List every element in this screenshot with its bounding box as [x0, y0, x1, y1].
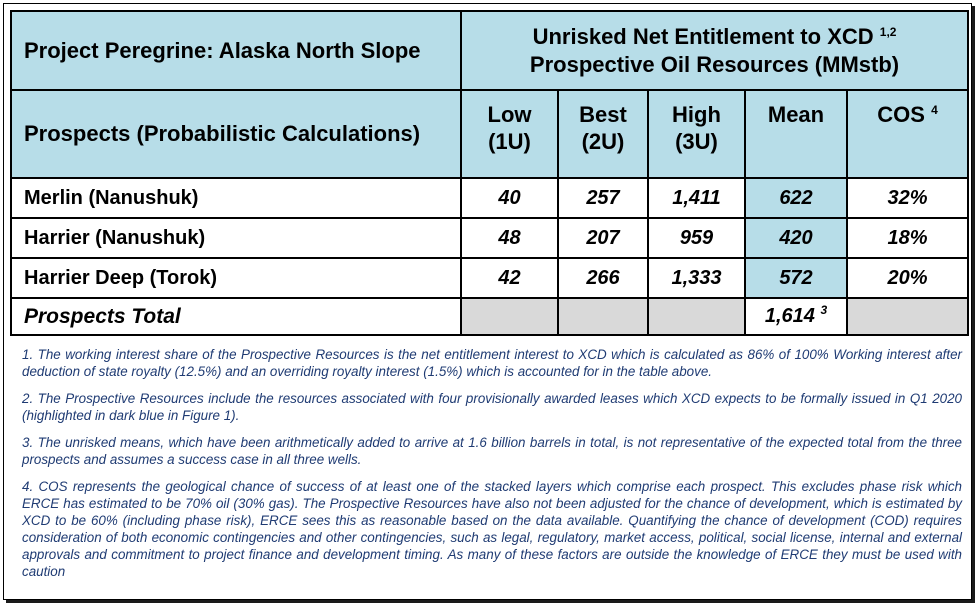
high-value: 1,333 [647, 257, 746, 299]
prospect-name: Merlin (Nanushuk) [10, 177, 462, 219]
prospects-column-header: Prospects (Probabilistic Calculations) [10, 89, 462, 179]
mean-value: 622 [744, 177, 848, 219]
cos-superscript: 4 [931, 103, 938, 117]
prospect-name: Harrier (Nanushuk) [10, 217, 462, 259]
resource-table-panel: Project Peregrine: Alaska North Slope Un… [3, 3, 972, 600]
low-sublabel: (1U) [488, 129, 531, 154]
cos-label: COS [877, 102, 925, 127]
mean-value: 572 [744, 257, 848, 299]
best-label: Best [579, 102, 627, 127]
total-mean-number: 1,614 [764, 305, 815, 327]
low-column-header: Low (1U) [460, 89, 559, 179]
footnotes: 1. The working interest share of the Pro… [22, 346, 962, 590]
total-high-empty [647, 297, 746, 336]
total-mean-value: 1,614 3 [744, 297, 848, 336]
cos-value: 32% [845, 177, 970, 219]
entitlement-line1: Unrisked Net Entitlement to XCD [532, 23, 874, 49]
total-cos-empty [845, 297, 970, 336]
table-row: Harrier Deep (Torok) 42 266 1,333 572 20… [10, 257, 970, 299]
total-row: Prospects Total 1,614 3 [10, 297, 970, 336]
mean-value: 420 [744, 217, 848, 259]
high-label: High [672, 102, 721, 127]
high-value: 1,411 [647, 177, 746, 219]
cos-value: 18% [845, 217, 970, 259]
low-value: 48 [460, 217, 559, 259]
total-best-empty [557, 297, 649, 336]
best-column-header: Best (2U) [557, 89, 649, 179]
header-row-project: Project Peregrine: Alaska North Slope Un… [10, 10, 970, 91]
total-mean-superscript: 3 [820, 303, 828, 317]
cos-column-header: COS 4 [845, 89, 970, 179]
high-column-header: High (3U) [647, 89, 746, 179]
entitlement-header: Unrisked Net Entitlement to XCD 1,2 Pros… [459, 10, 970, 91]
prospect-name: Harrier Deep (Torok) [10, 257, 462, 299]
best-value: 257 [557, 177, 649, 219]
cos-value: 20% [845, 257, 970, 299]
table-row: Harrier (Nanushuk) 48 207 959 420 18% [10, 217, 970, 259]
footnote-3: 3. The unrisked means, which have been a… [22, 435, 962, 467]
footnote-1: 1. The working interest share of the Pro… [22, 347, 962, 379]
total-low-empty [460, 297, 559, 336]
high-sublabel: (3U) [675, 129, 718, 154]
low-value: 40 [460, 177, 559, 219]
high-value: 959 [647, 217, 746, 259]
mean-column-header: Mean [744, 89, 848, 179]
footnote-2: 2. The Prospective Resources include the… [22, 391, 962, 423]
footnote-4: 4. COS represents the geological chance … [22, 479, 962, 579]
best-sublabel: (2U) [581, 129, 625, 154]
total-label: Prospects Total [10, 297, 462, 336]
best-value: 207 [557, 217, 649, 259]
entitlement-line2: Prospective Oil Resources (MMstb) [529, 51, 900, 77]
header-row-columns: Prospects (Probabilistic Calculations) L… [10, 89, 970, 179]
best-value: 266 [557, 257, 649, 299]
entitlement-superscript: 1,2 [879, 24, 897, 39]
project-title: Project Peregrine: Alaska North Slope [10, 10, 462, 91]
low-label: Low [487, 102, 532, 127]
table-row: Merlin (Nanushuk) 40 257 1,411 622 32% [10, 177, 970, 219]
resources-table: Project Peregrine: Alaska North Slope Un… [10, 10, 970, 336]
low-value: 42 [460, 257, 559, 299]
